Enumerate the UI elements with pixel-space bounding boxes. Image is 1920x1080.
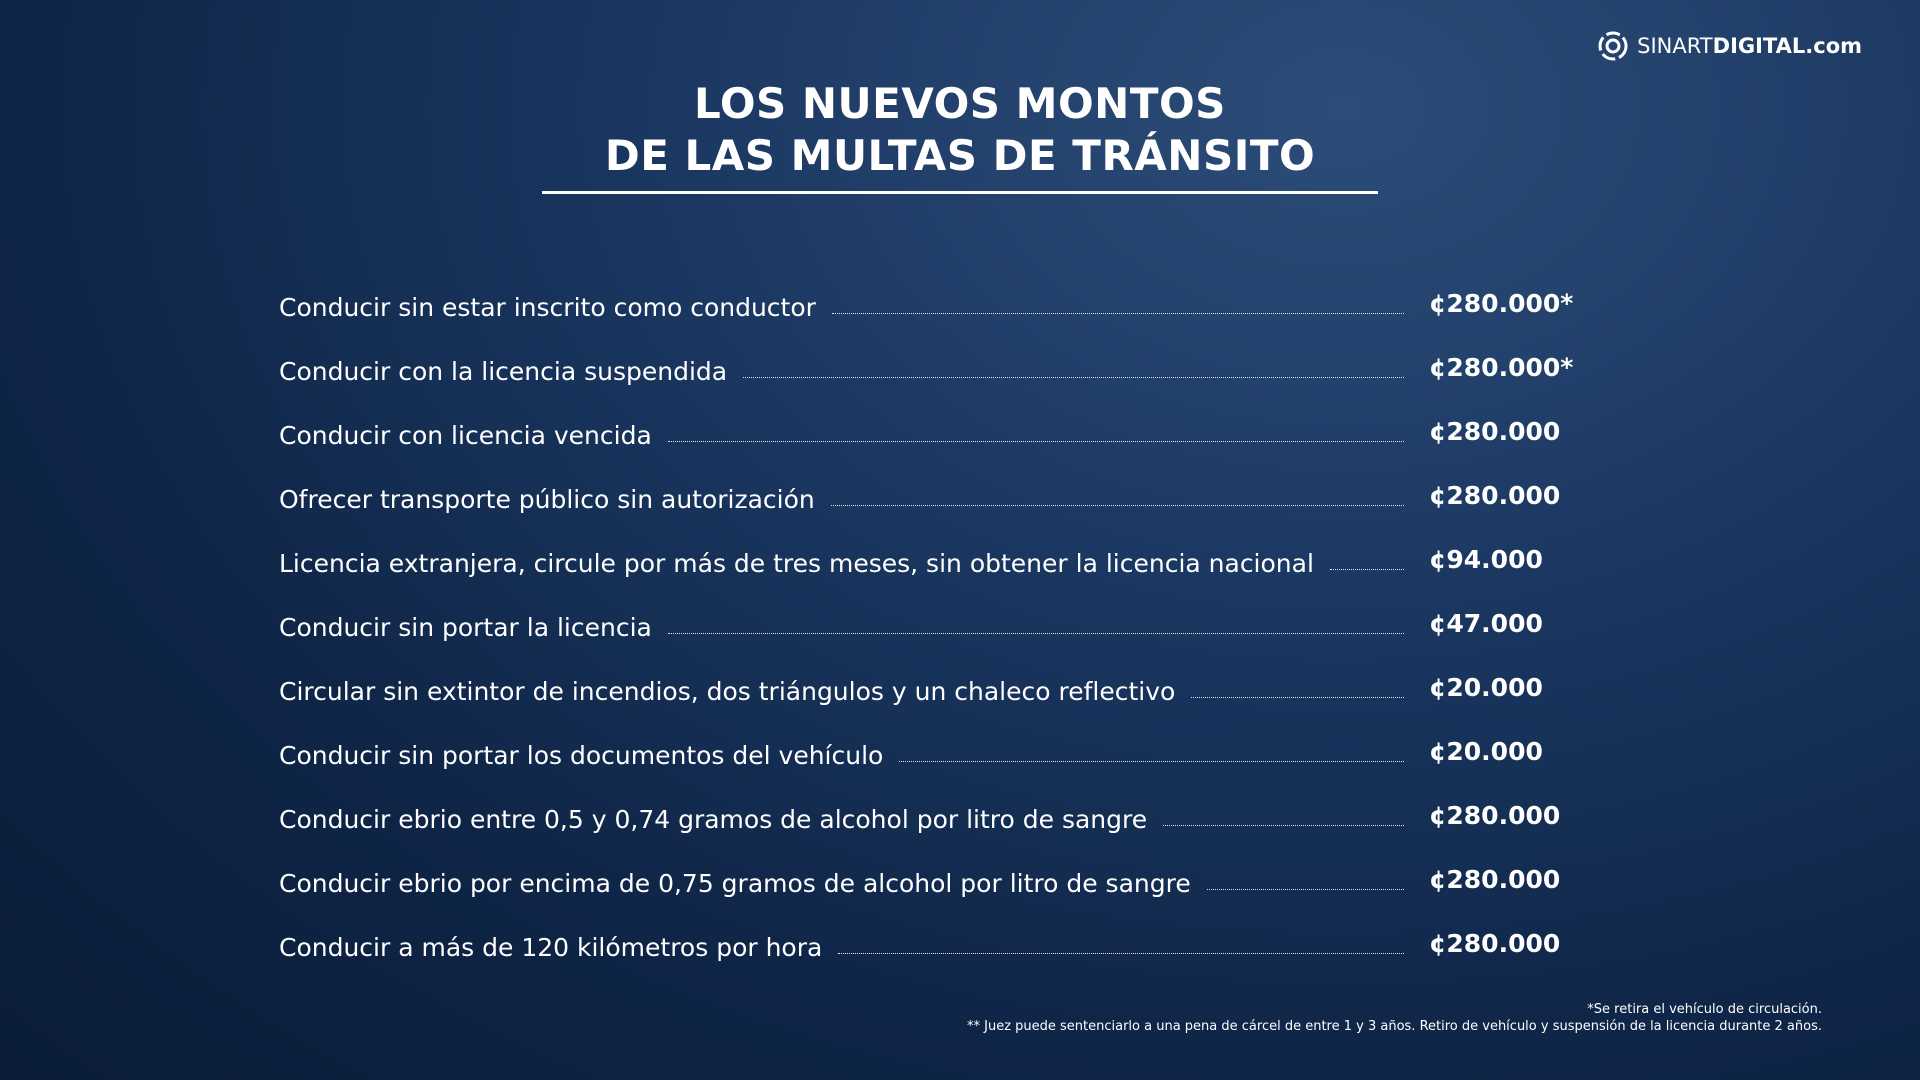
dotted-leader [1329, 569, 1404, 570]
dotted-leader [667, 441, 1404, 442]
fine-amount: ¢47.000 [1429, 609, 1543, 638]
fine-row: Circular sin extintor de incendios, dos … [279, 652, 1619, 716]
logo-text-bold: DIGITAL.com [1712, 34, 1862, 58]
fine-label: Conducir con licencia vencida [279, 421, 652, 450]
fine-label: Conducir ebrio por encima de 0,75 gramos… [279, 869, 1191, 898]
fine-row: Conducir sin portar los documentos del v… [279, 716, 1619, 780]
fine-row: Conducir ebrio por encima de 0,75 gramos… [279, 844, 1619, 908]
dotted-leader [1191, 697, 1404, 698]
fine-row: Conducir con licencia vencida ¢280.000 [279, 396, 1619, 460]
dotted-leader [899, 761, 1404, 762]
dotted-leader [831, 313, 1404, 314]
title-line: LOS NUEVOS MONTOS [694, 79, 1226, 128]
footnotes: *Se retira el vehículo de circulación. **… [967, 1001, 1822, 1035]
fine-label: Conducir a más de 120 kilómetros por hor… [279, 933, 823, 962]
fine-row: Conducir sin estar inscrito como conduct… [279, 268, 1619, 332]
fine-amount: ¢280.000 [1429, 801, 1561, 830]
footnote: *Se retira el vehículo de circulación. [1587, 1002, 1822, 1017]
fine-label: Conducir ebrio entre 0,5 y 0,74 gramos d… [279, 805, 1148, 834]
dotted-leader [743, 377, 1404, 378]
fine-amount: ¢280.000 [1429, 929, 1561, 958]
fine-row: Conducir ebrio entre 0,5 y 0,74 gramos d… [279, 780, 1619, 844]
fine-amount: ¢280.000* [1429, 289, 1574, 318]
title-underline [542, 191, 1378, 194]
fine-amount: ¢20.000 [1429, 673, 1543, 702]
title-line: DE LAS MULTAS DE TRÁNSITO [604, 131, 1316, 180]
fine-row: Ofrecer transporte público sin autorizac… [279, 460, 1619, 524]
fine-row: Conducir sin portar la licencia ¢47.000 [279, 588, 1619, 652]
dotted-leader [667, 633, 1404, 634]
fine-label: Circular sin extintor de incendios, dos … [279, 677, 1176, 706]
fine-amount: ¢280.000 [1429, 865, 1561, 894]
footnote: ** Juez puede sentenciarlo a una pena de… [966, 1019, 1822, 1034]
fine-row: Conducir a más de 120 kilómetros por hor… [279, 908, 1619, 972]
logo-icon [1598, 31, 1628, 61]
logo-text-light: SINART [1637, 34, 1713, 58]
fine-row: Conducir con la licencia suspendida ¢280.… [279, 332, 1619, 396]
fine-label: Conducir sin portar los documentos del v… [279, 741, 884, 770]
fine-label: Conducir sin portar la licencia [279, 613, 652, 642]
title: LOS NUEVOS MONTOS DE LAS MULTAS DE TRÁNS… [0, 78, 1920, 182]
fine-label: Conducir sin estar inscrito como conduct… [279, 293, 816, 322]
fine-label: Conducir con la licencia suspendida [279, 357, 728, 386]
dotted-leader [830, 505, 1404, 506]
logo: SINARTDIGITAL.com [1597, 30, 1862, 62]
dotted-leader [1163, 825, 1404, 826]
fine-label: Licencia extranjera, circule por más de … [279, 549, 1314, 578]
fine-row: Licencia extranjera, circule por más de … [279, 524, 1619, 588]
fine-amount: ¢20.000 [1429, 737, 1543, 766]
fine-amount: ¢94.000 [1429, 545, 1543, 574]
fine-label: Ofrecer transporte público sin autorizac… [279, 485, 815, 514]
dotted-leader [838, 953, 1404, 954]
fine-amount: ¢280.000 [1429, 481, 1561, 510]
fine-amount: ¢280.000* [1429, 353, 1574, 382]
fines-table: Conducir sin estar inscrito como conduct… [279, 268, 1619, 972]
dotted-leader [1206, 889, 1404, 890]
fine-amount: ¢280.000 [1429, 417, 1561, 446]
